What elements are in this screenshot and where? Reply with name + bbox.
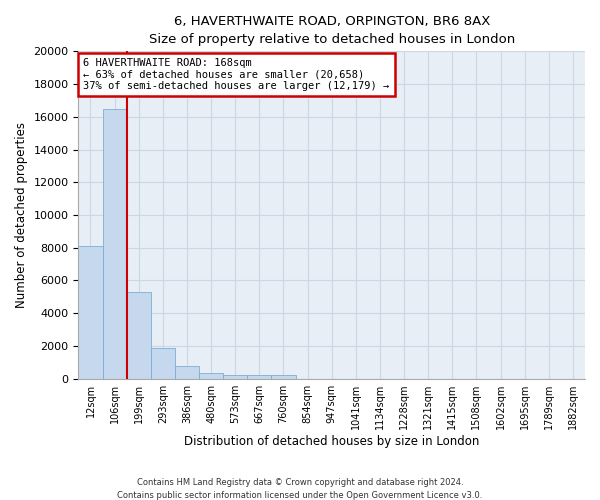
Bar (175, 366, 199, 378)
Bar (247, 376, 271, 378)
Text: 6 HAVERTHWAITE ROAD: 168sqm
← 63% of detached houses are smaller (20,658)
37% of: 6 HAVERTHWAITE ROAD: 168sqm ← 63% of det… (83, 58, 390, 91)
Title: 6, HAVERTHWAITE ROAD, ORPINGTON, BR6 8AX
Size of property relative to detached h: 6, HAVERTHWAITE ROAD, ORPINGTON, BR6 8AX… (149, 15, 515, 46)
Bar (79, 246, 103, 378)
Bar (151, 348, 175, 378)
Bar (103, 108, 127, 378)
Bar (271, 376, 296, 378)
Text: Contains HM Land Registry data © Crown copyright and database right 2024.
Contai: Contains HM Land Registry data © Crown c… (118, 478, 482, 500)
Bar (127, 292, 151, 378)
Bar (199, 374, 223, 378)
Bar (223, 374, 247, 378)
Y-axis label: Number of detached properties: Number of detached properties (15, 122, 28, 308)
X-axis label: Distribution of detached houses by size in London: Distribution of detached houses by size … (184, 434, 479, 448)
